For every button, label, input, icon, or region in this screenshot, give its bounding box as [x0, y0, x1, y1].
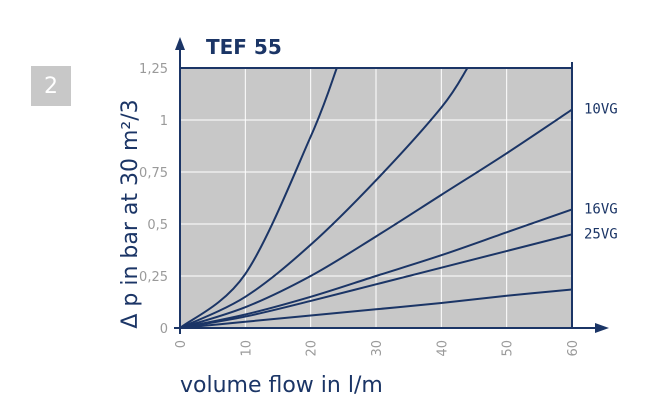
series-labels: 10VG 16VG 25VG	[584, 102, 618, 243]
chart-title: TEF 55	[206, 35, 282, 59]
x-tick-label: 10	[239, 340, 254, 357]
y-tick-label: 0,75	[139, 166, 168, 181]
curve-group	[180, 68, 572, 328]
y-tick-label: 0,5	[147, 218, 168, 233]
curve-line	[180, 108, 572, 328]
curve-line	[180, 233, 572, 328]
x-tick-label: 20	[305, 340, 320, 357]
curve-line	[180, 208, 572, 328]
tick-labels: 0 10 20 30 40 50 60 0 0,25 0,5 0,75 1 1,25	[139, 62, 581, 357]
x-tick-label: 50	[501, 340, 516, 357]
series-label: 10VG	[584, 102, 618, 118]
y-tick-label: 1	[160, 114, 168, 129]
curve-line	[180, 68, 469, 328]
y-tick-label: 1,25	[139, 62, 168, 77]
axes	[174, 37, 609, 334]
curve-line	[180, 68, 338, 328]
y-tick-label: 0,25	[139, 270, 168, 285]
series-label: 16VG	[584, 201, 618, 217]
curve-line	[180, 288, 572, 328]
x-axis-arrow-icon	[595, 323, 609, 333]
y-axis-label: Δ p in bar at 30 m²/3	[118, 99, 143, 328]
x-tick-label: 40	[435, 340, 450, 357]
x-tick-label: 30	[370, 340, 385, 357]
x-tick-label: 60	[566, 340, 581, 357]
x-tick-label: 0	[174, 340, 189, 348]
series-label: 25VG	[584, 226, 618, 242]
y-axis-arrow-icon	[175, 37, 185, 50]
x-axis-label: volume flow in l/m	[180, 373, 383, 398]
y-tick-label: 0	[160, 322, 168, 337]
page-number-badge: 2	[31, 66, 71, 106]
